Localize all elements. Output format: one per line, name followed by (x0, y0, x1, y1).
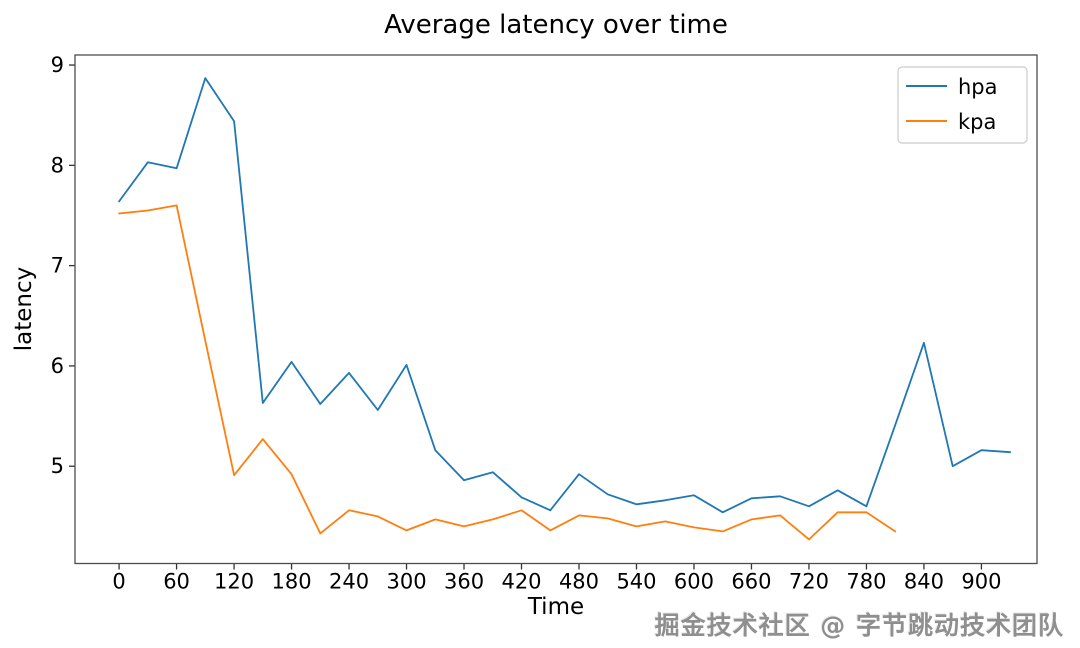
series-line-hpa (118, 77, 1012, 514)
y-tick-label: 6 (51, 354, 64, 378)
legend-label-hpa: hpa (958, 75, 998, 99)
x-tick-label: 420 (501, 570, 541, 594)
x-tick-label: 360 (444, 570, 484, 594)
y-tick-label: 7 (51, 254, 64, 278)
y-tick-label: 9 (51, 53, 64, 77)
x-tick-label: 0 (112, 570, 125, 594)
x-tick-label: 480 (559, 570, 599, 594)
x-tick-label: 600 (674, 570, 714, 594)
x-tick-label: 300 (386, 570, 426, 594)
x-tick-label: 180 (271, 570, 311, 594)
y-tick-label: 5 (51, 454, 64, 478)
x-tick-label: 900 (961, 570, 1001, 594)
x-tick-label: 840 (904, 570, 944, 594)
chart-title: Average latency over time (384, 10, 728, 40)
x-tick-label: 720 (789, 570, 829, 594)
x-tick-label: 780 (846, 570, 886, 594)
x-tick-label: 60 (163, 570, 190, 594)
y-tick-label: 8 (51, 153, 64, 177)
watermark: 掘金技术社区 @ 字节跳动技术团队 (654, 611, 1064, 640)
x-tick-label: 120 (214, 570, 254, 594)
legend-label-kpa: kpa (958, 110, 996, 134)
x-tick-label: 540 (616, 570, 656, 594)
x-tick-label: 240 (329, 570, 369, 594)
axes-frame (74, 54, 1038, 565)
x-tick-label: 660 (731, 570, 771, 594)
x-axis-label: Time (527, 594, 585, 620)
series-line-kpa (118, 204, 897, 541)
